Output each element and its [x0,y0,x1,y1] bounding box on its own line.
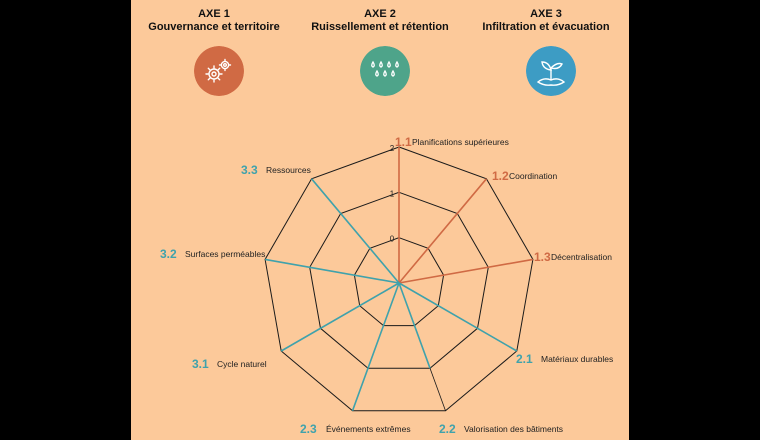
raindrops-icon [360,46,410,96]
grid-ring-2 [264,146,534,412]
category-code-2.1: 2.1 [516,352,533,366]
category-code-3.2: 3.2 [160,247,177,261]
value-line-3.2 [264,258,400,284]
category-code-1.3: 1.3 [534,250,551,264]
ring-label-1: 1 [390,189,395,198]
ring-label-0: 0 [390,235,395,244]
category-code-2.2: 2.2 [439,422,456,436]
category-label-3.2: Surfaces perméables [185,249,265,259]
category-label-2.3: Événements extrêmes [326,424,411,434]
category-code-2.3: 2.3 [300,422,317,436]
category-code-1.1: 1.1 [395,135,412,149]
radar-chart: 0 1 2 1.1 Planifications supérieures 1.2 Coor… [160,135,613,436]
value-line-3.1 [280,282,400,352]
axe-1-title: AXE 1 [198,8,230,20]
ring-label-2: 2 [390,144,395,153]
grid-ring-0 [353,237,445,327]
axe-3-subtitle: Infiltration et évacuation [482,21,610,33]
value-line-2.2 [398,282,431,369]
axe-1-header: AXE 1 Gouvernance et territoire [131,8,297,34]
category-label-3.3: Ressources [266,165,311,175]
category-label-2.1: Matériaux durables [541,354,613,364]
axe-2-subtitle: Ruissellement et rétention [311,21,449,33]
category-label-1.2: Coordination [509,171,557,181]
gears-icon [194,46,244,96]
infographic-panel: AXE 1 Gouvernance et territoire AXE 2 Ru… [131,0,629,440]
axe-2-title: AXE 2 [364,8,396,20]
category-code-3.3: 3.3 [241,163,258,177]
category-label-2.2: Valorisation des bâtiments [464,424,563,434]
category-label-1.1: Planifications supérieures [412,137,509,147]
value-line-2.3 [351,282,400,412]
category-code-1.2: 1.2 [492,169,509,183]
radar-data-lines [264,147,534,412]
axe-1-subtitle: Gouvernance et territoire [148,21,280,33]
radar-category-labels: 1.1 Planifications supérieures 1.2 Coordina… [160,135,613,436]
category-label-1.3: Décentralisation [551,252,612,262]
category-code-3.1: 3.1 [192,357,209,371]
value-line-2.1 [398,282,518,352]
value-line-1.3 [398,258,534,284]
axe-3-title: AXE 3 [530,8,562,20]
value-line-3.3 [310,178,400,284]
value-line-1.2 [398,178,488,284]
sprout-icon [526,46,576,96]
grid-ring-1 [309,191,489,369]
axe-3-header: AXE 3 Infiltration et évacuation [463,8,629,34]
category-label-3.1: Cycle naturel [217,359,267,369]
axe-2-header: AXE 2 Ruissellement et rétention [297,8,463,34]
